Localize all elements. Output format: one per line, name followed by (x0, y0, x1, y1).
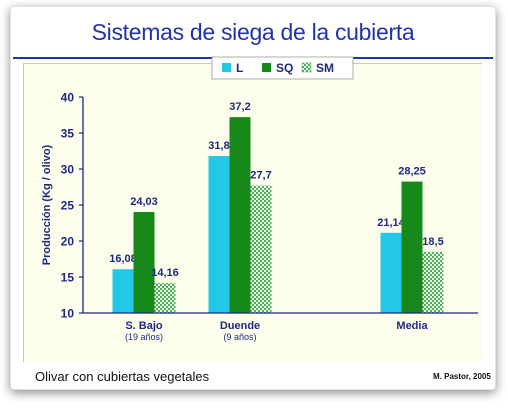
y-axis-label: Producción (Kg / olivo) (41, 144, 53, 265)
legend-swatch-sm (301, 62, 312, 73)
legend-label-sm: SM (316, 61, 334, 75)
bar-l (112, 269, 134, 313)
x-tick-sublabel: (19 años) (125, 332, 163, 342)
footer-caption: Olivar con cubiertas vegetales (35, 369, 210, 384)
bar-sq (229, 117, 251, 313)
slide-title: Sistemas de siega de la cubierta (91, 19, 415, 45)
bar-value-label: 27,7 (250, 170, 271, 182)
legend-box (211, 56, 354, 80)
bar-sq (133, 211, 155, 313)
x-tick-label: S. Bajo (125, 320, 163, 332)
legend-swatch-sq (262, 63, 271, 72)
legend-swatch-l (222, 63, 231, 72)
y-tick-label: 35 (61, 127, 75, 141)
x-tick-label: Media (396, 320, 428, 332)
bar-value-label: 31,8 (208, 140, 229, 152)
legend-label-sq: SQ (276, 61, 293, 75)
x-tick-sublabel: (9 años) (223, 332, 256, 342)
bar-value-label: 14,16 (151, 267, 179, 279)
bar-l (380, 232, 402, 313)
bar-value-label: 18,5 (422, 236, 443, 248)
bar-l (208, 156, 230, 313)
y-tick-label: 15 (61, 271, 75, 285)
legend-label-l: L (236, 61, 243, 75)
bar-value-label: 21,14 (377, 217, 405, 229)
bar-value-label: 24,03 (130, 196, 158, 208)
x-axis: S. Bajo(19 años) Duende(9 años) Media (83, 312, 478, 342)
y-axis: 10 15 20 25 30 35 40 Producción (Kg / olivo) (41, 91, 84, 321)
y-tick-label: 25 (61, 199, 75, 213)
y-tick-label: 10 (61, 307, 75, 321)
bar-sq (401, 181, 423, 313)
bar-sm (250, 185, 272, 313)
x-tick-label: Duende (220, 320, 260, 332)
bar-sm (422, 251, 444, 313)
bar-value-label: 16,08 (109, 253, 137, 265)
y-tick-label: 30 (61, 163, 75, 177)
footer-credit: M. Pastor, 2005 (433, 372, 491, 381)
y-tick-label: 40 (61, 91, 75, 105)
chart-legend: L SQ SM (211, 56, 354, 80)
bar-value-label: 28,25 (398, 166, 426, 178)
bars-group: 16,08 24,03 14,16 31,8 37,2 27,7 21,14 28,25 18,… (109, 101, 444, 313)
bar-sm (154, 283, 176, 313)
bar-value-label: 37,2 (229, 101, 250, 113)
y-tick-label: 20 (61, 235, 75, 249)
